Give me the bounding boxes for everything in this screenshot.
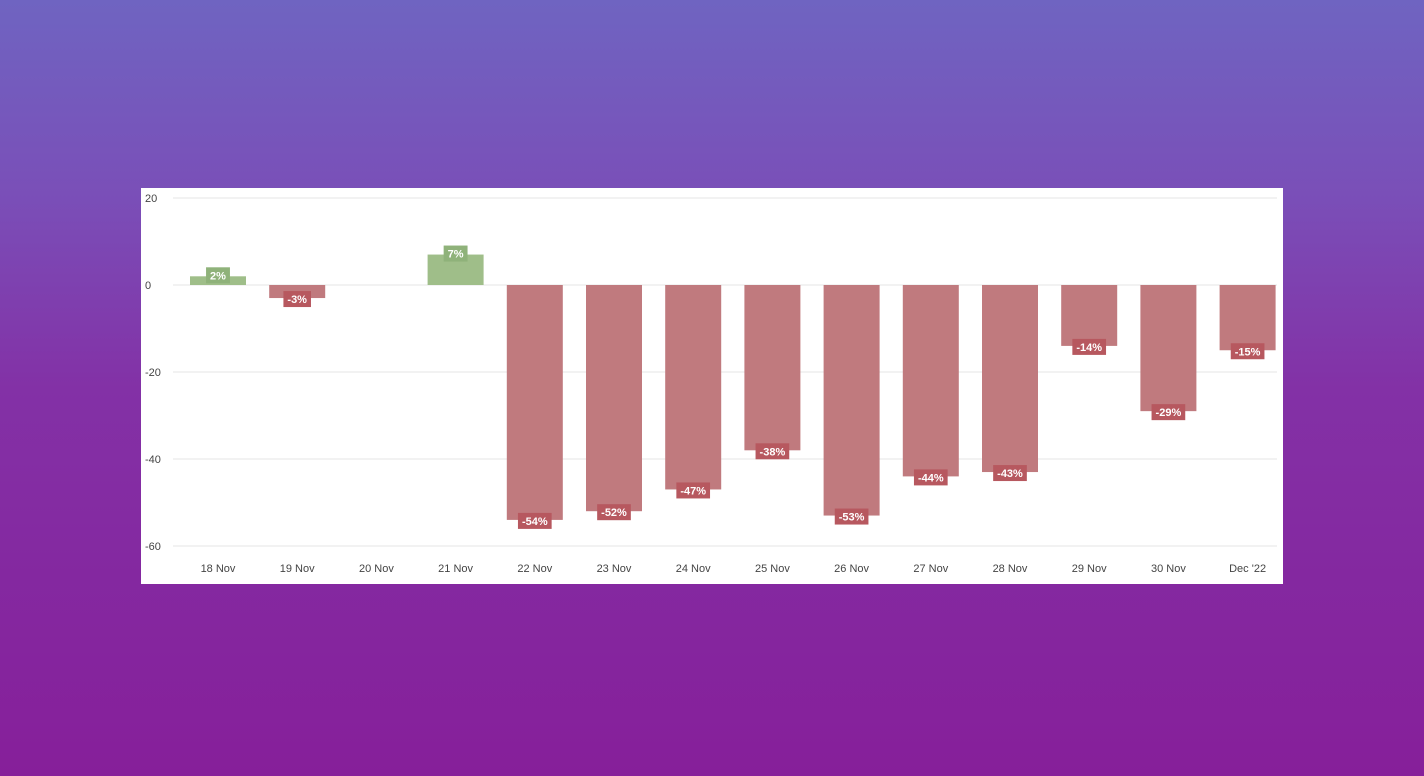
y-tick-label: 20: [145, 193, 157, 205]
data-label-text: -29%: [1156, 407, 1182, 419]
x-tick-label: 27 Nov: [913, 563, 948, 575]
data-label: 7%: [443, 245, 468, 262]
x-tick-label: 30 Nov: [1151, 563, 1186, 575]
x-tick-label: 18 Nov: [201, 563, 236, 575]
y-tick-label: -20: [145, 367, 161, 379]
x-tick-label: 19 Nov: [280, 563, 315, 575]
bar: [744, 285, 801, 451]
data-label: -44%: [913, 469, 948, 486]
data-label: -47%: [676, 482, 711, 499]
data-label: -53%: [834, 508, 869, 525]
data-label-text: -14%: [1076, 342, 1102, 354]
bar: [665, 285, 722, 490]
data-label-text: -15%: [1235, 346, 1261, 358]
data-label-text: 7%: [448, 249, 464, 261]
x-tick-label: 29 Nov: [1072, 563, 1107, 575]
x-tick-label: 20 Nov: [359, 563, 394, 575]
data-label-background: [206, 267, 230, 284]
bar: [506, 285, 563, 520]
data-label-text: -54%: [522, 516, 548, 528]
data-label: -43%: [993, 465, 1027, 482]
data-label-text: -3%: [287, 294, 307, 306]
x-tick-label: 24 Nov: [676, 563, 711, 575]
x-tick-label: 22 Nov: [517, 563, 552, 575]
bar: [1140, 285, 1197, 412]
bar: [823, 285, 880, 516]
data-label-background: [913, 469, 948, 486]
data-label-background: [1072, 338, 1107, 355]
y-axis-ticks: 20 0 -20 -40 -60: [145, 193, 161, 553]
data-label-text: -38%: [760, 446, 786, 458]
data-label-text: -47%: [680, 485, 706, 497]
bar: [1061, 285, 1118, 346]
data-label-background: [517, 512, 552, 529]
bar: [1219, 285, 1276, 351]
data-label: -38%: [755, 443, 790, 460]
data-labels: 2% -3% 7% -54% -52% -47% -38% -53% -44% -43% -14% -…: [206, 245, 1265, 529]
x-tick-label: 25 Nov: [755, 563, 790, 575]
bar: [586, 285, 642, 512]
data-label-background: [834, 508, 869, 525]
x-tick-label: 21 Nov: [438, 563, 473, 575]
bar-chart: 20 0 -20 -40 -60 2% -3% 7% -54% -52% -47% -38% -53%…: [145, 193, 1277, 575]
gridlines: [173, 197, 1277, 547]
data-label: -52%: [597, 504, 631, 521]
data-label-background: [755, 443, 790, 460]
data-label-background: [443, 245, 468, 262]
y-tick-label: -60: [145, 541, 161, 553]
y-tick-label: -40: [145, 454, 161, 466]
data-label-background: [993, 465, 1027, 482]
data-label-background: [1151, 404, 1186, 421]
y-tick-label: 0: [145, 280, 151, 292]
data-label: -14%: [1072, 338, 1107, 355]
x-tick-label: 26 Nov: [834, 563, 869, 575]
data-label-background: [1230, 343, 1265, 360]
data-label-background: [597, 504, 631, 521]
bar: [902, 285, 959, 477]
data-label-background: [283, 291, 311, 308]
data-label-text: -52%: [601, 507, 627, 519]
bar: [982, 285, 1038, 473]
bars: [190, 254, 1276, 520]
data-label-text: -43%: [997, 468, 1023, 480]
data-label: -54%: [517, 512, 552, 529]
x-axis-ticks: 18 Nov 19 Nov 20 Nov 21 Nov 22 Nov 23 Nov 24 N…: [201, 563, 1267, 575]
data-label: -3%: [283, 291, 311, 308]
data-label-background: [676, 482, 711, 499]
data-label: -29%: [1151, 404, 1186, 421]
data-label-text: -53%: [839, 512, 865, 524]
data-label: -15%: [1230, 343, 1265, 360]
data-label: 2%: [206, 267, 230, 284]
data-label-text: -44%: [918, 472, 944, 484]
x-tick-label: Dec '22: [1229, 563, 1266, 575]
chart-panel: 20 0 -20 -40 -60 2% -3% 7% -54% -52% -47% -38% -53%…: [141, 188, 1283, 584]
x-tick-label: 28 Nov: [993, 563, 1028, 575]
data-label-text: 2%: [210, 270, 226, 282]
x-tick-label: 23 Nov: [597, 563, 632, 575]
